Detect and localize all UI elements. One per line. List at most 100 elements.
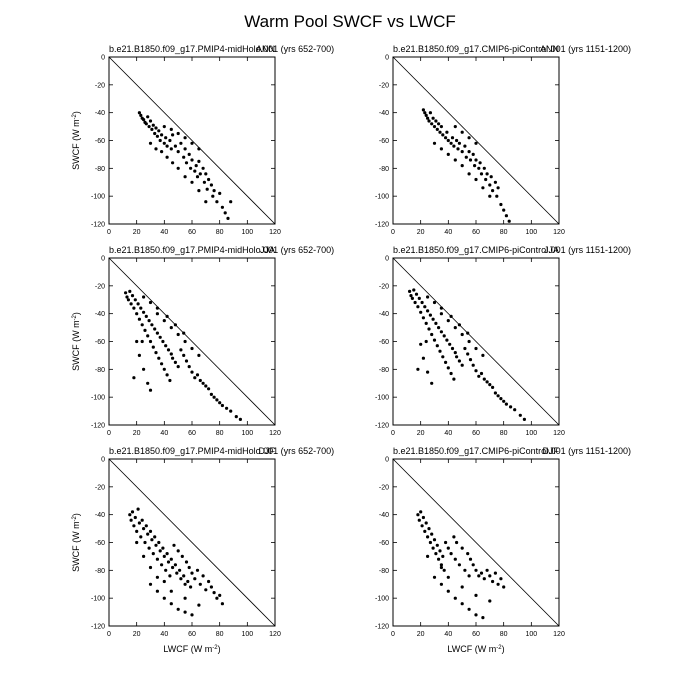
data-point [190, 613, 194, 617]
data-point [172, 543, 176, 547]
data-point [220, 403, 224, 408]
data-point [507, 219, 511, 223]
data-point [169, 602, 173, 606]
data-point [143, 328, 147, 332]
data-point [164, 344, 168, 348]
data-point [421, 515, 425, 520]
data-point [155, 589, 159, 593]
data-point [207, 387, 211, 391]
season-label: ANN [540, 44, 559, 54]
data-point [165, 373, 169, 377]
x-tick-label: 60 [188, 631, 196, 638]
data-point [207, 177, 211, 182]
data-point [195, 568, 200, 572]
scatter-panel-6: b.e21.B1850.f09_g17.CMIP6-piControl.001 … [375, 446, 631, 654]
data-point [444, 540, 448, 545]
y-tick-label: -120 [91, 423, 105, 430]
data-point [430, 332, 434, 337]
data-point [150, 127, 154, 131]
data-point [441, 133, 445, 137]
y-tick-label: 0 [101, 55, 105, 62]
data-point [148, 300, 153, 305]
data-point [189, 166, 193, 170]
data-point [176, 166, 180, 170]
data-point [150, 323, 154, 327]
data-point [137, 111, 141, 115]
season-label: JJA [544, 245, 559, 255]
data-point [142, 554, 146, 559]
data-point [173, 323, 177, 327]
data-point [428, 540, 432, 545]
data-point [420, 524, 424, 528]
data-point [482, 377, 486, 381]
data-point [182, 331, 186, 335]
data-point [184, 359, 189, 363]
data-point [139, 535, 143, 539]
data-point [502, 399, 506, 403]
data-point [229, 200, 233, 204]
data-point [408, 289, 412, 293]
data-point [128, 289, 132, 293]
data-point [482, 577, 486, 581]
data-point [484, 177, 488, 182]
data-point [485, 380, 489, 384]
data-point [183, 596, 187, 600]
data-point [190, 346, 194, 351]
x-tick-label: 20 [417, 430, 425, 437]
data-point [478, 161, 482, 165]
data-point [197, 189, 201, 193]
x-tick-label: 0 [107, 430, 111, 437]
x-tick-label: 20 [417, 631, 425, 638]
data-point [496, 582, 500, 586]
data-point [190, 141, 194, 145]
data-point [220, 602, 224, 606]
data-point [453, 596, 457, 600]
data-point [419, 510, 423, 514]
data-point [502, 208, 506, 212]
one-to-one-line [392, 458, 560, 627]
data-point [457, 141, 461, 145]
data-point [128, 513, 132, 517]
data-point [207, 579, 211, 584]
y-tick-label: -80 [95, 367, 105, 374]
data-point [212, 591, 216, 595]
data-point [215, 398, 219, 402]
data-point [474, 346, 478, 351]
x-tick-label: 20 [417, 229, 425, 236]
data-point [496, 394, 500, 398]
data-point [197, 147, 201, 151]
data-point [148, 339, 153, 344]
data-point [142, 310, 146, 314]
x-tick-label: 100 [525, 430, 537, 437]
data-point [432, 141, 437, 145]
data-point [137, 521, 141, 525]
data-point [209, 585, 213, 589]
data-point [435, 344, 439, 348]
x-tick-label: 100 [525, 229, 537, 236]
data-point [153, 327, 157, 331]
data-point [190, 180, 194, 184]
data-point [165, 144, 169, 148]
x-tick-label: 100 [241, 430, 253, 437]
data-point [421, 316, 425, 320]
data-point [488, 183, 492, 187]
data-point [135, 312, 139, 316]
data-point [205, 187, 209, 191]
data-point [445, 130, 449, 134]
data-point [439, 330, 443, 334]
y-tick-label: -100 [375, 395, 389, 402]
scatter-panel-3: b.e21.B1850.f09_g17.PMIP4-midHolo.001 (y… [71, 245, 334, 437]
data-point [450, 136, 455, 140]
data-point [439, 312, 443, 316]
data-point [448, 342, 452, 346]
data-point [474, 158, 478, 162]
x-tick-label: 80 [216, 229, 224, 236]
data-point [155, 331, 159, 335]
season-label: DJF [543, 446, 560, 456]
x-axis-label: LWCF (W m-2) [163, 644, 220, 654]
y-tick-label: -120 [375, 423, 389, 430]
data-point [155, 557, 159, 561]
y-tick-label: 0 [385, 256, 389, 263]
data-point [430, 532, 434, 536]
data-point [481, 353, 485, 357]
